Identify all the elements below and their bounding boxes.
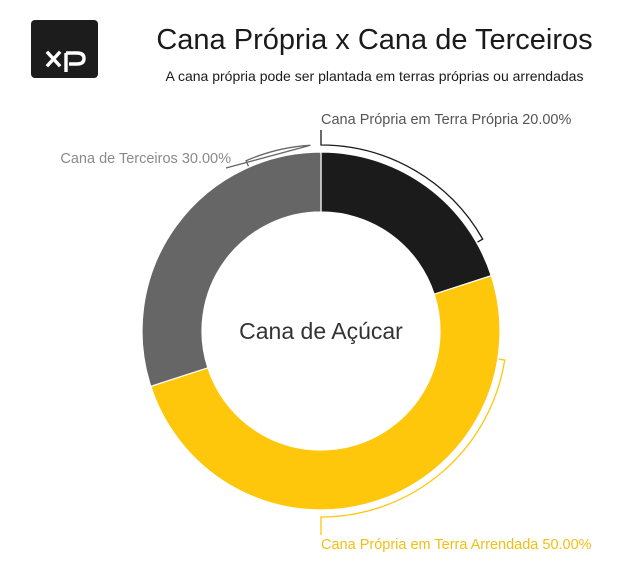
leader-line-2 — [320, 358, 506, 535]
donut-slice-1 — [320, 151, 492, 295]
donut-slice-3 — [141, 151, 322, 388]
slice-label-2: Cana Própria em Terra Arrendada 50.00% — [321, 537, 592, 553]
leader-line-1 — [320, 130, 484, 243]
xp-logo — [31, 20, 98, 78]
leader-line-3 — [225, 144, 311, 169]
chart-title: Cana Própria x Cana de Terceiros — [156, 24, 593, 56]
chart-subtitle: A cana própria pode ser plantada em terr… — [165, 68, 584, 84]
slice-label-3: Cana de Terceiros 30.00% — [60, 151, 231, 167]
slice-label-1: Cana Própria em Terra Própria 20.00% — [321, 112, 571, 128]
center-label: Cana de Açúcar — [239, 318, 403, 344]
donut-slice-2 — [150, 274, 501, 511]
